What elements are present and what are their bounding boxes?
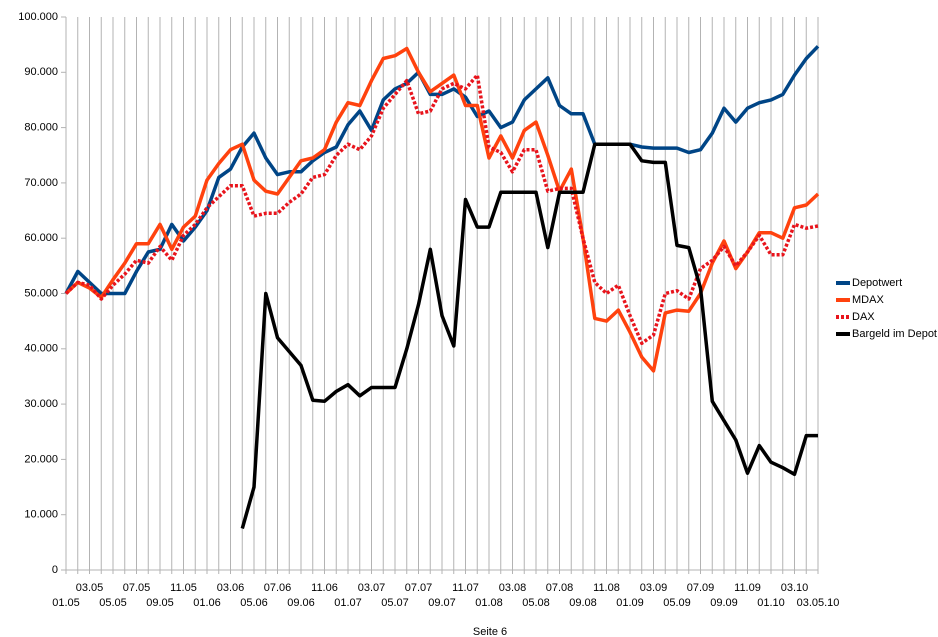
x-tick-label: 05.07 (381, 597, 409, 609)
x-tick-label: 07.06 (264, 582, 292, 594)
x-tick-label: 03.05.10 (797, 597, 840, 609)
x-tick-label: 01.10 (757, 597, 785, 609)
x-tick-label: 09.09 (710, 597, 738, 609)
x-tick-label: 05.08 (522, 597, 550, 609)
y-tick-label: 100.000 (18, 11, 58, 23)
x-tick-label: 11.06 (311, 582, 338, 594)
x-tick-label: 07.05 (123, 582, 151, 594)
x-tick-label: 05.06 (240, 597, 268, 609)
x-tick-label: 03.07 (358, 582, 386, 594)
legend-label: Depotwert (852, 277, 902, 289)
x-tick-label: 03.10 (781, 582, 809, 594)
x-tick-label: 01.05 (52, 597, 80, 609)
x-tick-label: 05.09 (663, 597, 691, 609)
x-tick-label: 01.07 (334, 597, 362, 609)
x-tick-label: 03.05 (76, 582, 104, 594)
x-tick-label: 09.06 (287, 597, 315, 609)
legend-label: Bargeld im Depot (852, 328, 937, 340)
y-tick-label: 80.000 (24, 122, 58, 134)
y-tick-label: 10.000 (24, 509, 58, 521)
legend-label: DAX (852, 311, 875, 323)
x-tick-label: 07.09 (687, 582, 715, 594)
x-tick-label: 03.08 (499, 582, 527, 594)
x-tick-label: 11.07 (452, 582, 479, 594)
data-line (64, 45, 820, 296)
x-tick-label: 03.06 (217, 582, 245, 594)
page-footer: Seite 6 (473, 626, 507, 637)
x-tick-label: 11.09 (734, 582, 761, 594)
x-tick-label: 11.08 (593, 582, 620, 594)
y-tick-label: 70.000 (24, 177, 58, 189)
x-tick-label: 01.08 (475, 597, 503, 609)
x-tick-label: 11.05 (170, 582, 197, 594)
x-tick-label: 01.06 (193, 597, 221, 609)
y-tick-label: 50.000 (24, 287, 58, 299)
y-tick-label: 20.000 (24, 453, 58, 465)
y-tick-label: 40.000 (24, 343, 58, 355)
x-tick-label: 09.07 (428, 597, 456, 609)
x-tick-label: 01.09 (616, 597, 644, 609)
y-tick-label: 30.000 (24, 398, 58, 410)
data-line (240, 142, 818, 529)
x-tick-label: 07.08 (546, 582, 574, 594)
y-tick-label: 60.000 (24, 232, 58, 244)
x-tick-label: 09.08 (569, 597, 597, 609)
x-tick-label: 07.07 (405, 582, 433, 594)
y-tick-label: 0 (52, 564, 58, 576)
data-line (64, 73, 819, 346)
legend-label: MDAX (852, 294, 884, 306)
x-tick-label: 09.05 (146, 597, 174, 609)
data-line (64, 46, 820, 373)
y-tick-label: 90.000 (24, 66, 58, 78)
x-tick-label: 05.05 (99, 597, 127, 609)
x-tick-label: 03.09 (640, 582, 668, 594)
